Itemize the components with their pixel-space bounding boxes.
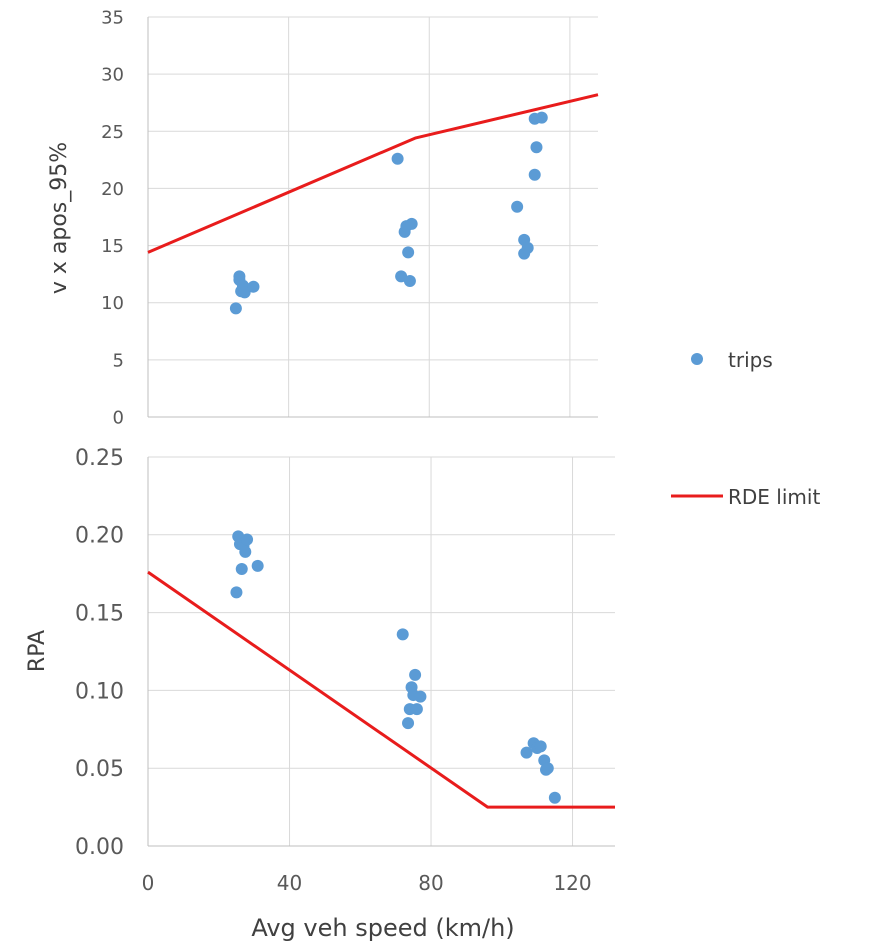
x-axis-title: Avg veh speed (km/h) (251, 914, 514, 942)
bottom-y-tick-label: 0.20 (75, 524, 124, 549)
top-trip-point (403, 275, 416, 287)
top-trip-point (229, 302, 242, 315)
legend-trips-marker (691, 353, 703, 365)
bottom-y-axis-title: RPA (25, 630, 50, 672)
bottom-x-tick-label: 120 (553, 871, 591, 895)
top-y-tick-label: 35 (101, 7, 124, 28)
top-trip-point (391, 152, 404, 165)
top-y-tick-label: 5 (113, 350, 124, 371)
bottom-trip-point (414, 690, 427, 703)
bottom-trip-point (396, 628, 409, 641)
bottom-x-tick-label: 80 (418, 871, 443, 895)
bottom-trip-point (251, 559, 264, 572)
top-trip-point (405, 217, 418, 230)
bottom-panel: 0.00 0.05 0.10 0.15 0.20 0.25 0 40 80 120 (75, 446, 615, 895)
top-trip-point (247, 280, 260, 293)
bottom-rde-limit-line (147, 570, 615, 809)
bottom-y-tick-label: 0.05 (75, 757, 124, 782)
bottom-trip-point (410, 703, 423, 716)
bottom-trip-point (534, 740, 547, 753)
bottom-trip-point (402, 717, 415, 730)
bottom-trip-point (541, 762, 554, 775)
legend: trips RDE limit (671, 348, 820, 509)
bottom-y-tick-label: 0.15 (75, 602, 124, 627)
top-y-tick-label: 10 (101, 293, 124, 314)
top-y-tick-label: 20 (101, 179, 124, 200)
bottom-x-tick-label: 0 (142, 871, 155, 895)
bottom-trip-point (520, 746, 533, 759)
bottom-trip-point (409, 668, 422, 681)
top-trip-point (535, 111, 548, 124)
bottom-y-tick-label: 0.10 (75, 679, 124, 704)
top-y-tick-label: 25 (101, 122, 124, 143)
top-trip-point (238, 286, 251, 299)
legend-rde-limit-label: RDE limit (728, 485, 820, 509)
top-trip-point (511, 200, 524, 213)
bottom-y-tick-label: 0.00 (75, 835, 124, 860)
bottom-x-tick-label: 40 (277, 871, 302, 895)
top-y-axis-title: v x apos_95% (47, 142, 72, 294)
top-y-tick-label: 15 (101, 236, 124, 257)
bottom-trip-point (548, 791, 561, 804)
bottom-trip-point (239, 545, 252, 558)
top-rde-limit-line (147, 93, 599, 254)
top-trip-point (521, 241, 534, 254)
top-y-tick-label: 0 (113, 407, 124, 428)
top-panel: 0 5 10 15 20 25 30 35 (101, 7, 599, 428)
bottom-trip-point (230, 586, 243, 599)
top-trip-point (528, 168, 541, 181)
top-trip-point (402, 246, 415, 259)
top-trip-point (530, 141, 543, 154)
bottom-trip-point (235, 563, 248, 576)
legend-trips-label: trips (728, 348, 773, 372)
top-y-tick-label: 30 (101, 65, 124, 86)
bottom-trip-point (241, 533, 254, 546)
bottom-y-tick-label: 0.25 (75, 446, 124, 471)
